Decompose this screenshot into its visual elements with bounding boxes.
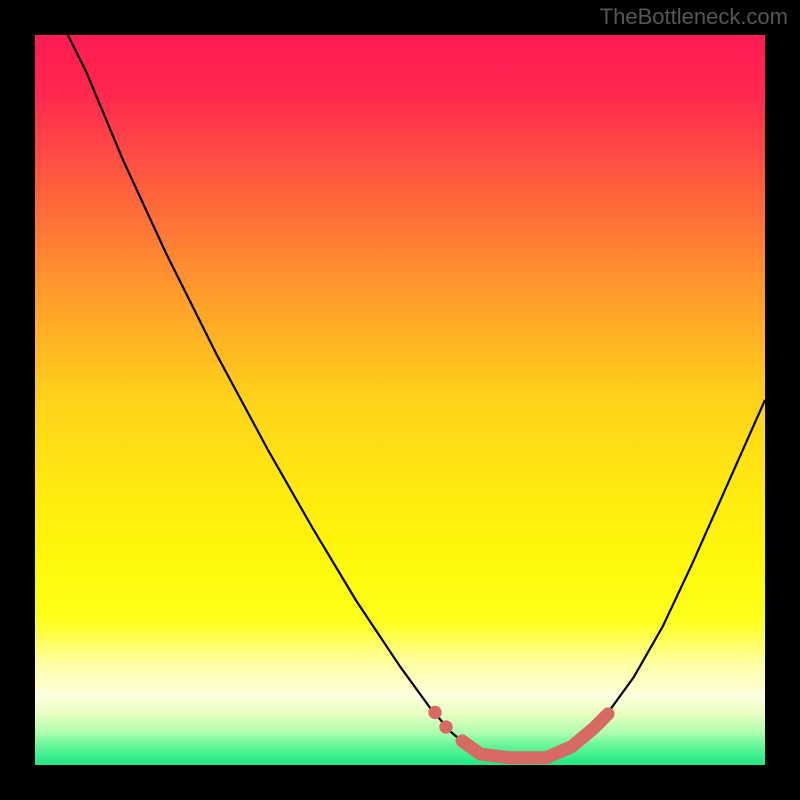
highlight-dot	[439, 720, 452, 733]
chart-plot-area	[35, 35, 765, 765]
chart-svg	[35, 35, 765, 765]
highlight-segment	[462, 714, 608, 758]
watermark-text: TheBottleneck.com	[600, 4, 788, 30]
highlight-dot	[428, 706, 441, 719]
bottleneck-curve	[68, 35, 765, 758]
chart-frame: TheBottleneck.com	[0, 0, 800, 800]
